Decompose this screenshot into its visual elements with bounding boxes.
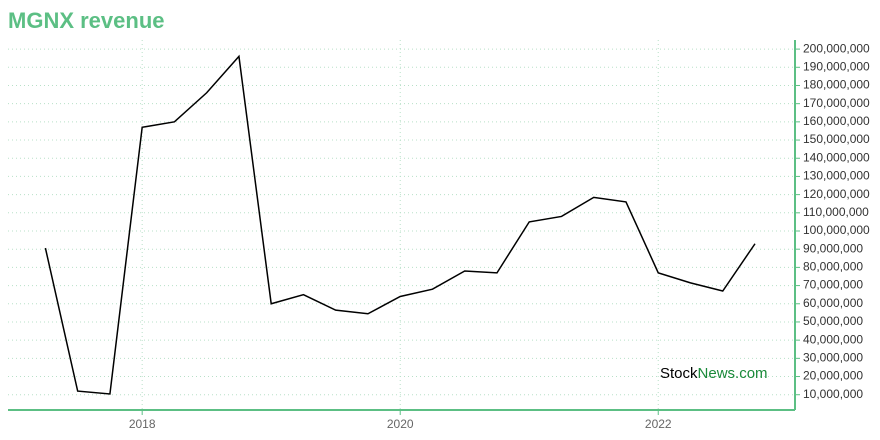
y-tick-label: 20,000,000 (803, 369, 863, 383)
y-tick-label: 30,000,000 (803, 351, 863, 365)
chart-title: MGNX revenue (8, 8, 165, 33)
x-tick-label: 2018 (129, 417, 156, 431)
y-tick-label: 120,000,000 (803, 187, 870, 201)
watermark: StockNews.com (660, 365, 768, 382)
y-tick-label: 60,000,000 (803, 296, 863, 310)
y-tick-label: 50,000,000 (803, 314, 863, 328)
y-tick-label: 70,000,000 (803, 278, 863, 292)
brand-b: News.com (698, 365, 768, 382)
y-tick-label: 160,000,000 (803, 114, 870, 128)
y-tick-label: 200,000,000 (803, 41, 870, 55)
brand-a: Stock (660, 365, 698, 382)
y-tick-label: 130,000,000 (803, 169, 870, 183)
y-tick-label: 10,000,000 (803, 387, 863, 401)
y-tick-label: 190,000,000 (803, 59, 870, 73)
y-tick-label: 40,000,000 (803, 332, 863, 346)
y-tick-label: 150,000,000 (803, 132, 870, 146)
x-tick-label: 2022 (645, 417, 672, 431)
y-tick-label: 100,000,000 (803, 223, 870, 237)
y-tick-label: 140,000,000 (803, 150, 870, 164)
x-tick-label: 2020 (387, 417, 414, 431)
y-tick-label: 80,000,000 (803, 260, 863, 274)
y-tick-label: 180,000,000 (803, 78, 870, 92)
plot-area (8, 40, 795, 410)
y-tick-label: 90,000,000 (803, 241, 863, 255)
y-tick-label: 170,000,000 (803, 96, 870, 110)
y-tick-label: 110,000,000 (803, 205, 869, 219)
line (44, 54, 756, 395)
